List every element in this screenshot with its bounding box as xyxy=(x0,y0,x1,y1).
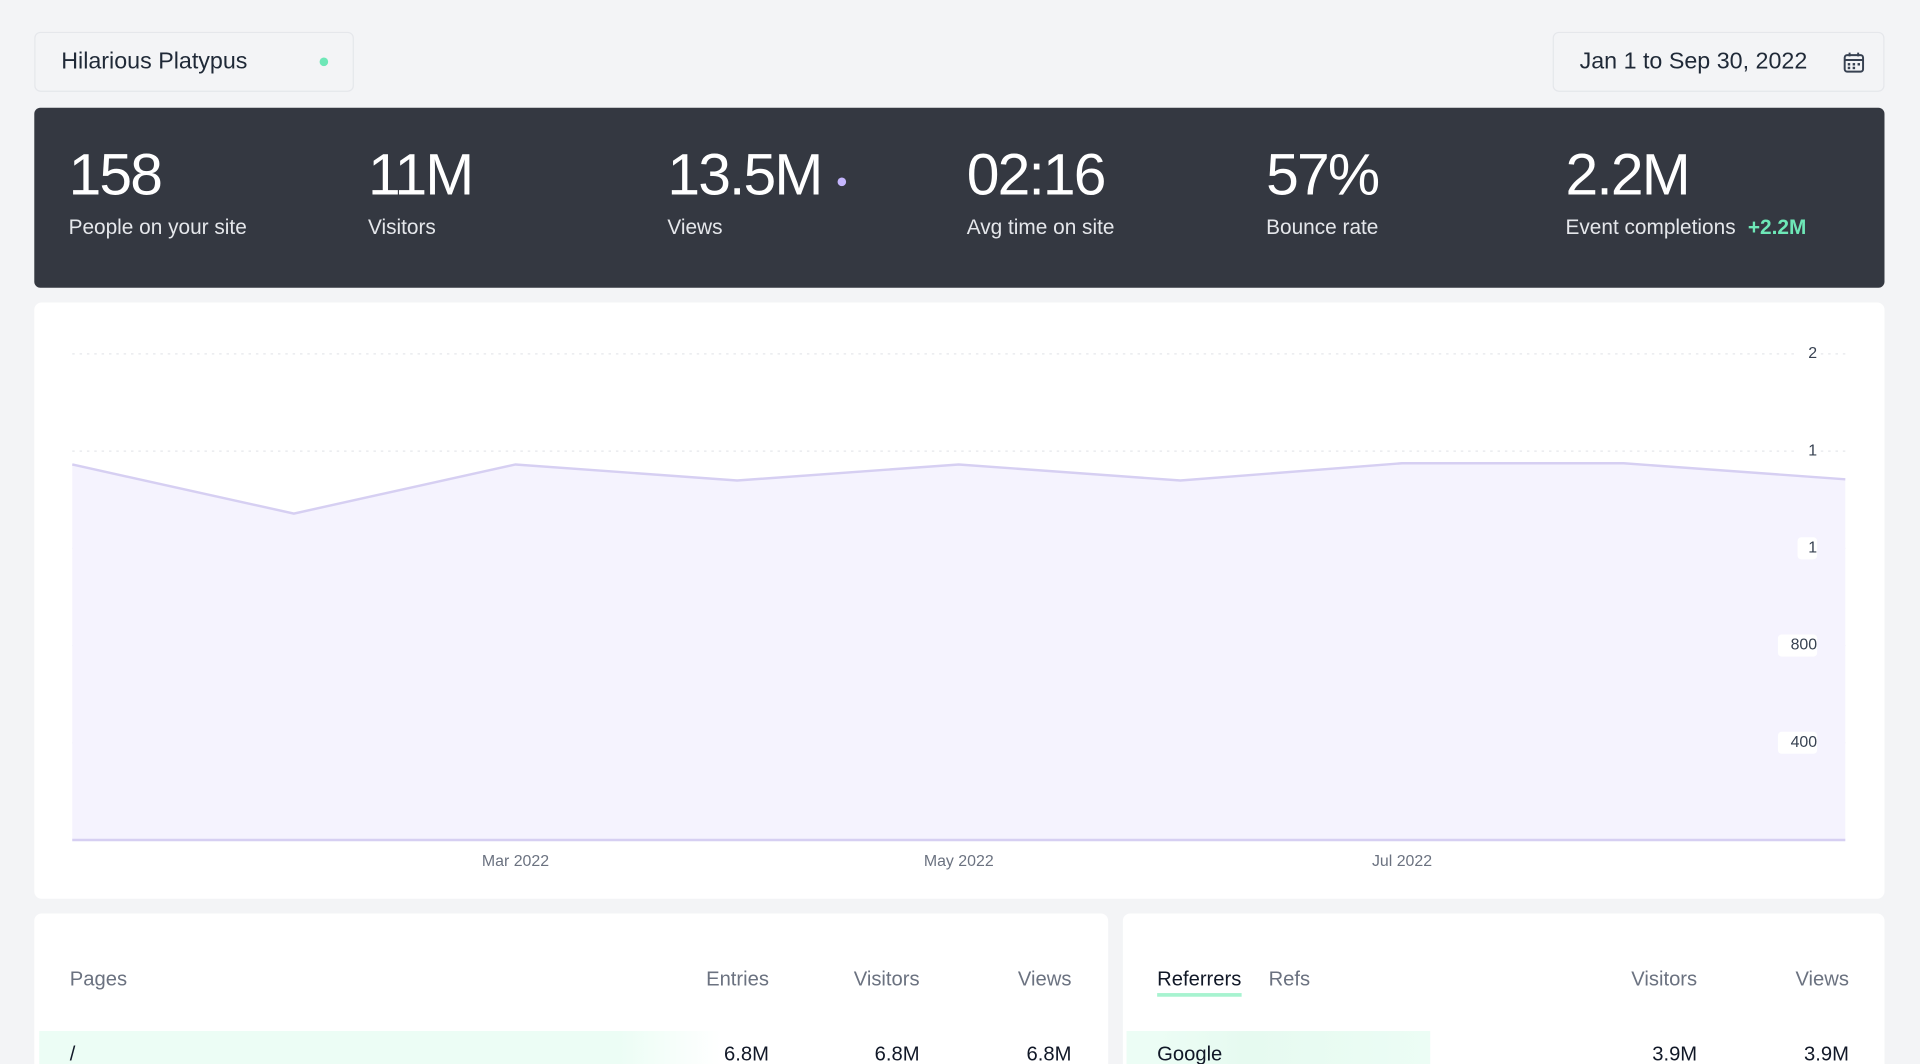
table-cell: 6.8M xyxy=(724,1043,769,1064)
line xyxy=(71,462,1846,515)
tick-label-bg xyxy=(1797,440,1818,463)
x-tick-label: May 2022 xyxy=(924,853,994,870)
indicator-dot xyxy=(837,177,847,187)
y-tick-label: 1 xyxy=(1808,540,1817,557)
column-header: Pages xyxy=(69,968,128,991)
tick-label-bg xyxy=(1797,342,1818,365)
date-range: Jan 1 to Sep 30, 2022 xyxy=(1579,48,1808,75)
table-cell: 6.8M xyxy=(874,1043,920,1064)
x-tick-label: Jul 2022 xyxy=(1372,853,1432,870)
tick-label-bg xyxy=(1777,634,1818,657)
table-cell: 6.8M xyxy=(1026,1043,1072,1064)
chart-panel: 400 800 1 1 2 Mar 2022 May 2022 Jul 2022 xyxy=(34,302,1885,899)
tick-label-bg xyxy=(1797,537,1818,560)
stat-label: Avg time on site xyxy=(966,215,1115,239)
stat-value: 02:16 xyxy=(966,143,1107,209)
column-header: Entries xyxy=(706,968,769,991)
x-tick-label: Mar 2022 xyxy=(482,853,549,870)
live-dot xyxy=(319,57,329,67)
stats-bar: 158 People on your site 11M Visitors 13.5M Vi… xyxy=(34,107,1885,288)
row-bar xyxy=(1126,1031,1431,1064)
calendar-icon xyxy=(1843,52,1865,73)
table-cell: Google xyxy=(1157,1043,1223,1064)
date-picker[interactable]: Jan 1 to Sep 30, 2022 xyxy=(1552,31,1885,92)
row-bar xyxy=(39,1031,722,1064)
y-tick-label: 1 xyxy=(1808,442,1817,459)
stat-label: Visitors xyxy=(367,215,436,239)
stat-label: Event completions +2.2M xyxy=(1565,215,1807,239)
site-selector[interactable]: Hilarious Platypus xyxy=(34,31,354,92)
stat-value: 57% xyxy=(1266,143,1380,209)
site-name: Hilarious Platypus xyxy=(61,48,248,75)
area xyxy=(72,463,1846,841)
column-header: Views xyxy=(1017,968,1072,991)
y-tick-label: 400 xyxy=(1791,734,1818,751)
table-cell: 3.9M xyxy=(1804,1043,1849,1064)
stat-value: 158 xyxy=(68,143,163,209)
column-header: Visitors xyxy=(1631,968,1698,991)
column-header: Views xyxy=(1795,968,1849,991)
stat-label: Views xyxy=(667,215,723,239)
stat-change: +2.2M xyxy=(1747,215,1807,239)
y-tick-label: 2 xyxy=(1808,345,1817,362)
column-header: Visitors xyxy=(853,968,920,991)
stat-value: 11M xyxy=(367,143,474,209)
stat-value: 2.2M xyxy=(1565,143,1691,209)
chart: 400 800 1 1 2 Mar 2022 May 2022 Jul 2022 xyxy=(71,342,1846,870)
tick-label-bg xyxy=(1777,731,1818,754)
tab[interactable]: Refs xyxy=(1268,968,1311,991)
table-cell: 3.9M xyxy=(1652,1043,1698,1064)
stat-label: People on your site xyxy=(68,215,247,239)
table-cell: / xyxy=(69,1043,76,1064)
stat-label: Bounce rate xyxy=(1266,215,1379,239)
stat-value: 13.5M xyxy=(667,143,823,209)
tab[interactable]: Referrers xyxy=(1157,969,1242,997)
y-tick-label: 800 xyxy=(1791,637,1818,654)
